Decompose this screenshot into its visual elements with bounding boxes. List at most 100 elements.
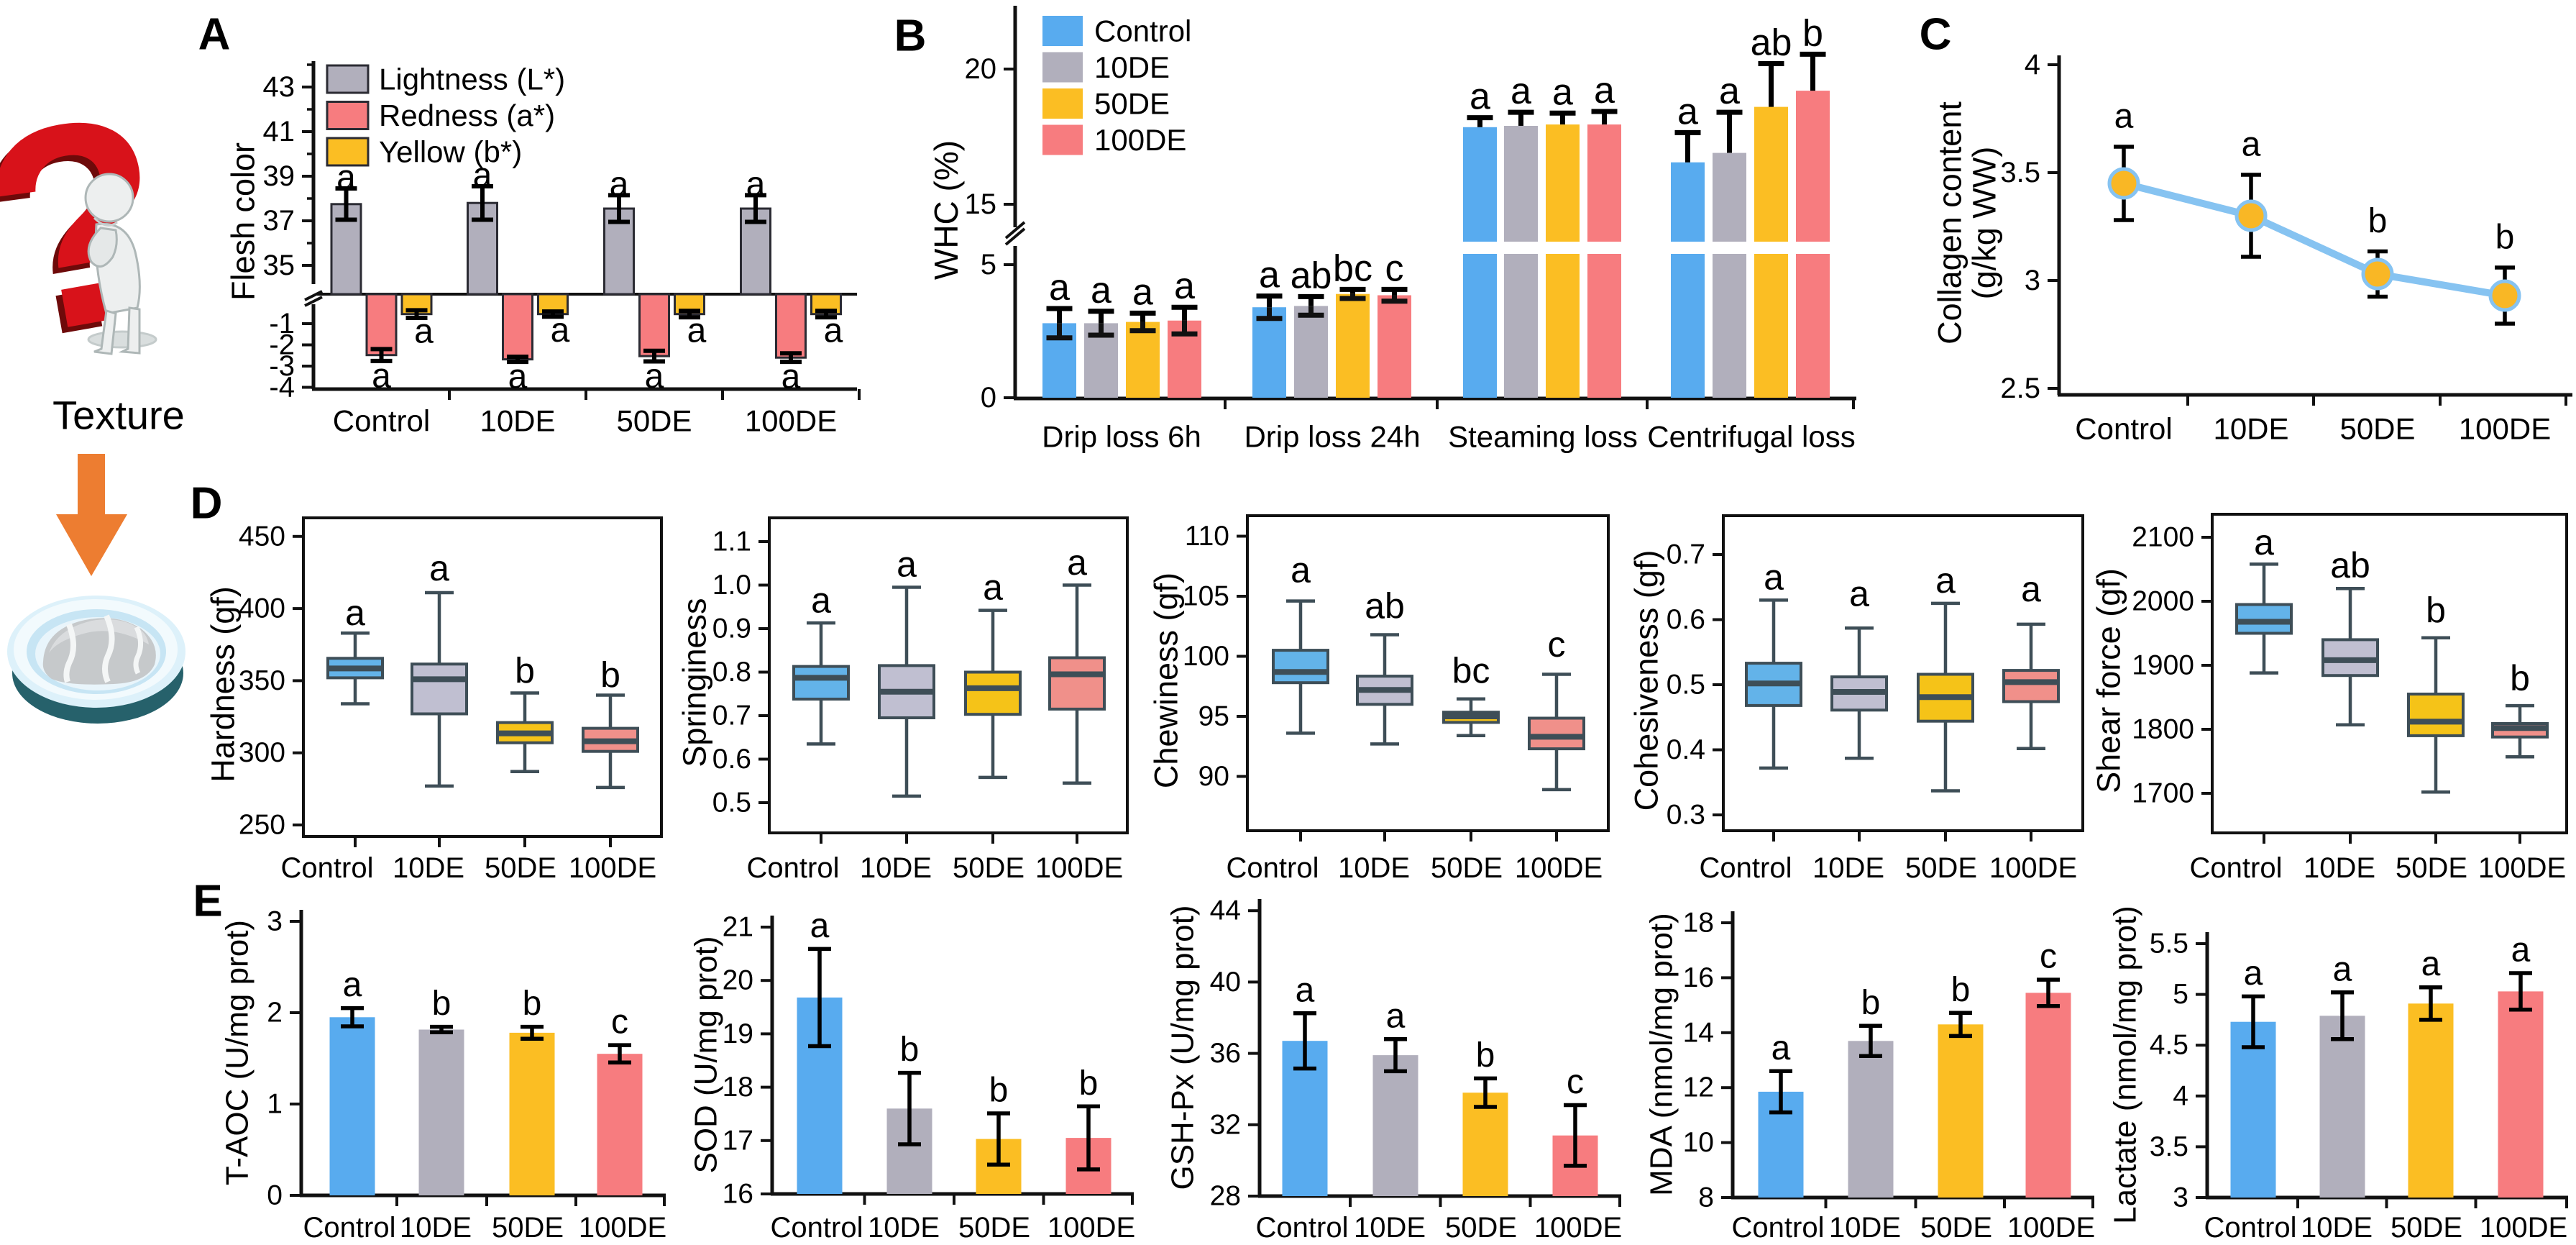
svg-text:21: 21: [723, 912, 753, 943]
svg-text:3: 3: [2173, 1182, 2188, 1213]
svg-text:0.4: 0.4: [1667, 734, 1705, 765]
svg-text:a: a: [645, 357, 664, 396]
svg-text:ab: ab: [1751, 22, 1792, 63]
svg-text:44: 44: [1210, 895, 1241, 926]
svg-text:0.3: 0.3: [1667, 800, 1705, 831]
svg-text:4.5: 4.5: [2150, 1030, 2188, 1061]
svg-text:SOD (U/mg prot): SOD (U/mg prot): [689, 936, 724, 1173]
svg-text:1900: 1900: [2132, 650, 2194, 681]
svg-text:c: c: [2040, 938, 2057, 976]
svg-text:Springiness: Springiness: [677, 598, 713, 767]
svg-text:a: a: [897, 544, 917, 584]
svg-text:20: 20: [723, 965, 753, 996]
svg-text:a: a: [551, 311, 570, 350]
svg-text:ab: ab: [1365, 585, 1405, 626]
svg-text:Control: Control: [747, 852, 840, 884]
svg-text:350: 350: [239, 665, 285, 696]
svg-text:a: a: [2421, 945, 2441, 983]
svg-text:Control: Control: [303, 1212, 396, 1244]
svg-text:-1: -1: [269, 308, 295, 339]
svg-text:0: 0: [981, 382, 996, 414]
svg-text:a: a: [2114, 98, 2134, 136]
svg-text:a: a: [781, 358, 801, 396]
svg-text:Centrifugal loss: Centrifugal loss: [1647, 420, 1855, 454]
svg-text:c: c: [1548, 624, 1566, 665]
svg-text:a: a: [1259, 255, 1280, 296]
svg-text:0.5: 0.5: [712, 788, 751, 818]
svg-text:b: b: [1079, 1064, 1099, 1103]
svg-text:Control: Control: [1227, 852, 1319, 884]
svg-text:17: 17: [723, 1125, 753, 1156]
svg-text:C: C: [1920, 10, 1952, 60]
svg-text:-4: -4: [269, 372, 295, 403]
svg-text:c: c: [1567, 1063, 1584, 1101]
svg-text:50DE: 50DE: [958, 1212, 1030, 1244]
svg-text:b: b: [2510, 658, 2530, 698]
svg-text:a: a: [1764, 557, 1784, 598]
svg-text:15: 15: [965, 188, 997, 220]
svg-text:b: b: [989, 1071, 1009, 1109]
svg-text:10DE: 10DE: [868, 1212, 940, 1244]
svg-text:0.7: 0.7: [1667, 539, 1705, 570]
svg-text:E: E: [193, 877, 222, 926]
svg-text:10DE: 10DE: [1094, 50, 1170, 84]
svg-text:bc: bc: [1333, 247, 1372, 289]
svg-text:GSH-Px (U/mg prot): GSH-Px (U/mg prot): [1165, 905, 1201, 1190]
svg-text:16: 16: [1683, 962, 1714, 993]
svg-text:43: 43: [263, 71, 295, 103]
svg-text:Control: Control: [1094, 14, 1191, 48]
svg-text:10DE: 10DE: [1829, 1212, 1901, 1244]
svg-text:Control: Control: [281, 852, 374, 884]
svg-text:39: 39: [263, 160, 295, 192]
svg-text:50DE: 50DE: [1431, 852, 1503, 884]
svg-text:Hardness (gf): Hardness (gf): [205, 586, 242, 783]
svg-text:a: a: [746, 165, 766, 204]
svg-text:Redness (a*): Redness (a*): [379, 99, 555, 132]
svg-text:T-AOC (U/mg prot): T-AOC (U/mg prot): [220, 920, 255, 1185]
svg-text:MDA (nmol/mg prot): MDA (nmol/mg prot): [1644, 913, 1679, 1196]
svg-text:0.5: 0.5: [1667, 670, 1705, 701]
svg-text:Control: Control: [1732, 1212, 1825, 1244]
svg-text:a: a: [1386, 997, 1406, 1035]
svg-text:D: D: [191, 479, 223, 529]
svg-text:100DE: 100DE: [1515, 852, 1603, 884]
svg-text:100DE: 100DE: [579, 1212, 666, 1244]
svg-text:b: b: [523, 985, 542, 1023]
svg-text:a: a: [2254, 522, 2274, 562]
svg-text:4: 4: [2025, 49, 2040, 81]
svg-text:a: a: [2333, 950, 2352, 988]
svg-text:250: 250: [239, 810, 285, 841]
svg-text:a: a: [2242, 126, 2261, 164]
svg-text:0: 0: [267, 1180, 283, 1211]
svg-text:10DE: 10DE: [480, 404, 555, 438]
svg-text:a: a: [1849, 573, 1869, 614]
svg-text:100DE: 100DE: [1989, 852, 2077, 884]
svg-text:Control: Control: [1256, 1212, 1349, 1244]
svg-text:50DE: 50DE: [616, 404, 692, 438]
svg-text:a: a: [1511, 70, 1531, 112]
svg-text:100DE: 100DE: [1035, 852, 1123, 884]
svg-text:100: 100: [1183, 641, 1229, 672]
svg-text:a: a: [372, 357, 391, 395]
svg-text:32: 32: [1210, 1109, 1241, 1140]
svg-text:1.0: 1.0: [712, 570, 751, 601]
svg-text:a: a: [2021, 569, 2041, 609]
svg-text:a: a: [1594, 70, 1615, 111]
svg-text:a: a: [1719, 70, 1740, 112]
svg-text:36: 36: [1210, 1038, 1241, 1069]
svg-text:2100: 2100: [2132, 522, 2194, 553]
svg-text:Chewiness (gf): Chewiness (gf): [1148, 573, 1185, 788]
svg-text:-2: -2: [269, 329, 295, 361]
svg-text:18: 18: [723, 1072, 753, 1103]
svg-text:3.5: 3.5: [2000, 157, 2040, 188]
svg-text:Control: Control: [771, 1212, 863, 1244]
svg-text:100DE: 100DE: [1094, 123, 1186, 157]
svg-text:100DE: 100DE: [1048, 1212, 1135, 1244]
svg-text:a: a: [1049, 267, 1070, 309]
svg-text:1800: 1800: [2132, 714, 2194, 745]
svg-text:0.6: 0.6: [1667, 604, 1705, 635]
svg-text:A: A: [198, 10, 231, 60]
svg-text:a: a: [414, 313, 434, 351]
svg-text:Drip loss 24h: Drip loss 24h: [1244, 420, 1420, 454]
svg-text:110: 110: [1185, 521, 1229, 552]
